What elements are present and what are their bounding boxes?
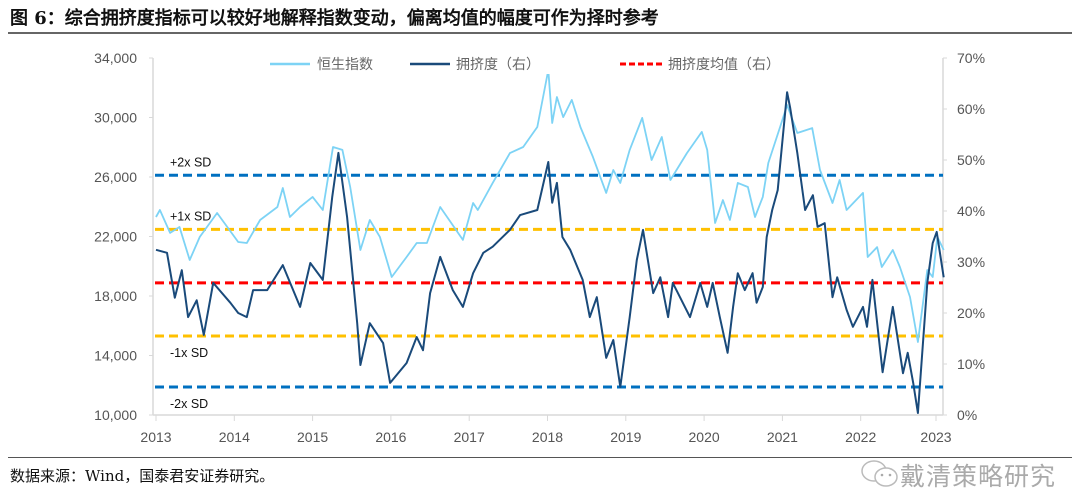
left-tick-label: 10,000 <box>94 407 137 423</box>
reference-line-label: -1x SD <box>170 346 208 360</box>
reference-lines: +1x SD +2x SD -1x SD -2x SD <box>155 155 943 411</box>
x-tick-label: 2017 <box>454 429 485 445</box>
x-tick-label: 2019 <box>610 429 641 445</box>
right-tick-label: 50% <box>957 152 985 168</box>
legend-background <box>260 54 720 74</box>
left-tick-label: 26,000 <box>94 169 137 185</box>
right-tick-label: 60% <box>957 101 985 117</box>
left-tick-label: 34,000 <box>94 50 137 66</box>
x-tick-label: 2022 <box>845 429 876 445</box>
hsi-line <box>155 69 945 343</box>
legend-label-mean: 拥挤度均值（右） <box>668 57 780 73</box>
x-tick-label: 2013 <box>140 429 171 445</box>
x-tick-label: 2014 <box>219 429 250 445</box>
chart: 10,000 14,000 18,000 22,000 26,000 30,000 34,0… <box>94 50 985 445</box>
watermark: 戴清策略研究 <box>860 459 1056 492</box>
legend-label-hsi: 恒生指数 <box>317 57 373 73</box>
reference-line-label: -2x SD <box>170 397 208 411</box>
chart-title: 图 6：综合拥挤度指标可以较好地解释指数变动，偏离均值的幅度可作为择时参考 <box>10 8 659 29</box>
watermark-text: 戴清策略研究 <box>900 462 1057 491</box>
legend: 恒生指数 拥挤度（右） 拥挤度均值（右） <box>260 54 780 74</box>
x-tick-label: 2015 <box>297 429 328 445</box>
right-tick-label: 10% <box>957 356 985 372</box>
right-tick-label: 40% <box>957 203 985 219</box>
title-divider <box>8 32 1072 34</box>
legend-label-crowding: 拥挤度（右） <box>456 57 540 73</box>
right-tick-label: 20% <box>957 305 985 321</box>
reference-line-label: +2x SD <box>170 155 211 169</box>
right-tick-label: 70% <box>957 50 985 66</box>
x-tick-label: 2016 <box>375 429 406 445</box>
left-tick-label: 30,000 <box>94 110 137 126</box>
x-tick-label: 2020 <box>689 429 720 445</box>
source-note: 数据来源：Wind，国泰君安证券研究。 <box>10 467 275 485</box>
source-divider <box>8 457 1072 458</box>
crowding-line <box>155 91 945 414</box>
axes: 10,000 14,000 18,000 22,000 26,000 30,000 34,0… <box>94 50 985 445</box>
left-tick-label: 22,000 <box>94 229 137 245</box>
left-tick-label: 18,000 <box>94 288 137 304</box>
right-tick-label: 30% <box>957 254 985 270</box>
right-tick-label: 0% <box>957 407 977 423</box>
wechat-icon <box>861 460 898 487</box>
series-lines <box>155 69 945 414</box>
x-tick-label: 2021 <box>767 429 798 445</box>
left-tick-label: 14,000 <box>94 348 137 364</box>
x-tick-label: 2023 <box>920 429 951 445</box>
reference-line-label: +1x SD <box>170 209 211 223</box>
x-tick-label: 2018 <box>532 429 563 445</box>
